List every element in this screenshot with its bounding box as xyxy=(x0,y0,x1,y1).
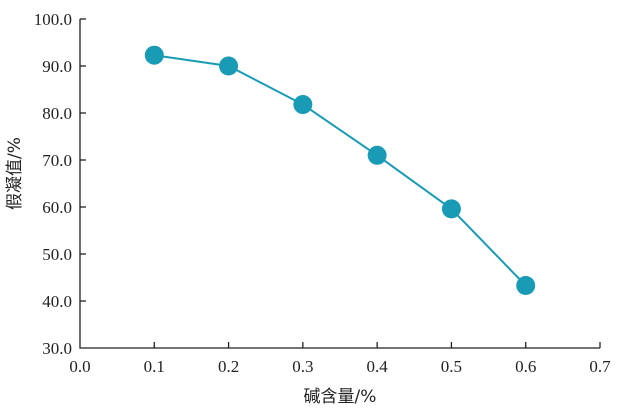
y-tick-label: 50.0 xyxy=(42,245,72,264)
x-tick-label: 0.2 xyxy=(218,357,239,376)
y-tick-label: 40.0 xyxy=(42,292,72,311)
data-point xyxy=(219,56,239,76)
x-tick-label: 0.0 xyxy=(69,357,90,376)
data-point xyxy=(441,199,461,219)
y-tick-label: 80.0 xyxy=(42,104,72,123)
data-point xyxy=(516,275,536,295)
axis-frame xyxy=(79,19,600,349)
data-point xyxy=(293,95,313,115)
y-tick-label: 30.0 xyxy=(42,339,72,358)
y-axis-title: 假凝值/% xyxy=(5,137,25,210)
x-axis-title: 碱含量/% xyxy=(304,387,377,407)
x-tick-label: 0.4 xyxy=(367,357,389,376)
series-layer xyxy=(144,45,536,295)
y-tick-label: 90.0 xyxy=(42,57,72,76)
axes xyxy=(79,19,600,349)
y-tick-label: 70.0 xyxy=(42,151,72,170)
data-point xyxy=(367,145,387,165)
data-point xyxy=(144,45,164,65)
x-axis-ticks: 0.0 0.1 0.2 0.3 0.4 0.5 0.6 0.7 xyxy=(69,342,611,376)
y-tick-label: 100.0 xyxy=(34,10,72,29)
y-tick-label: 60.0 xyxy=(42,198,72,217)
x-tick-label: 0.3 xyxy=(292,357,313,376)
y-axis-ticks: 30.0 40.0 50.0 60.0 70.0 80.0 90.0 100.0 xyxy=(34,10,86,358)
x-tick-label: 0.1 xyxy=(144,357,165,376)
series-line xyxy=(154,54,527,287)
x-tick-label: 0.5 xyxy=(441,357,462,376)
x-tick-label: 0.6 xyxy=(515,357,536,376)
x-tick-label: 0.7 xyxy=(589,357,611,376)
